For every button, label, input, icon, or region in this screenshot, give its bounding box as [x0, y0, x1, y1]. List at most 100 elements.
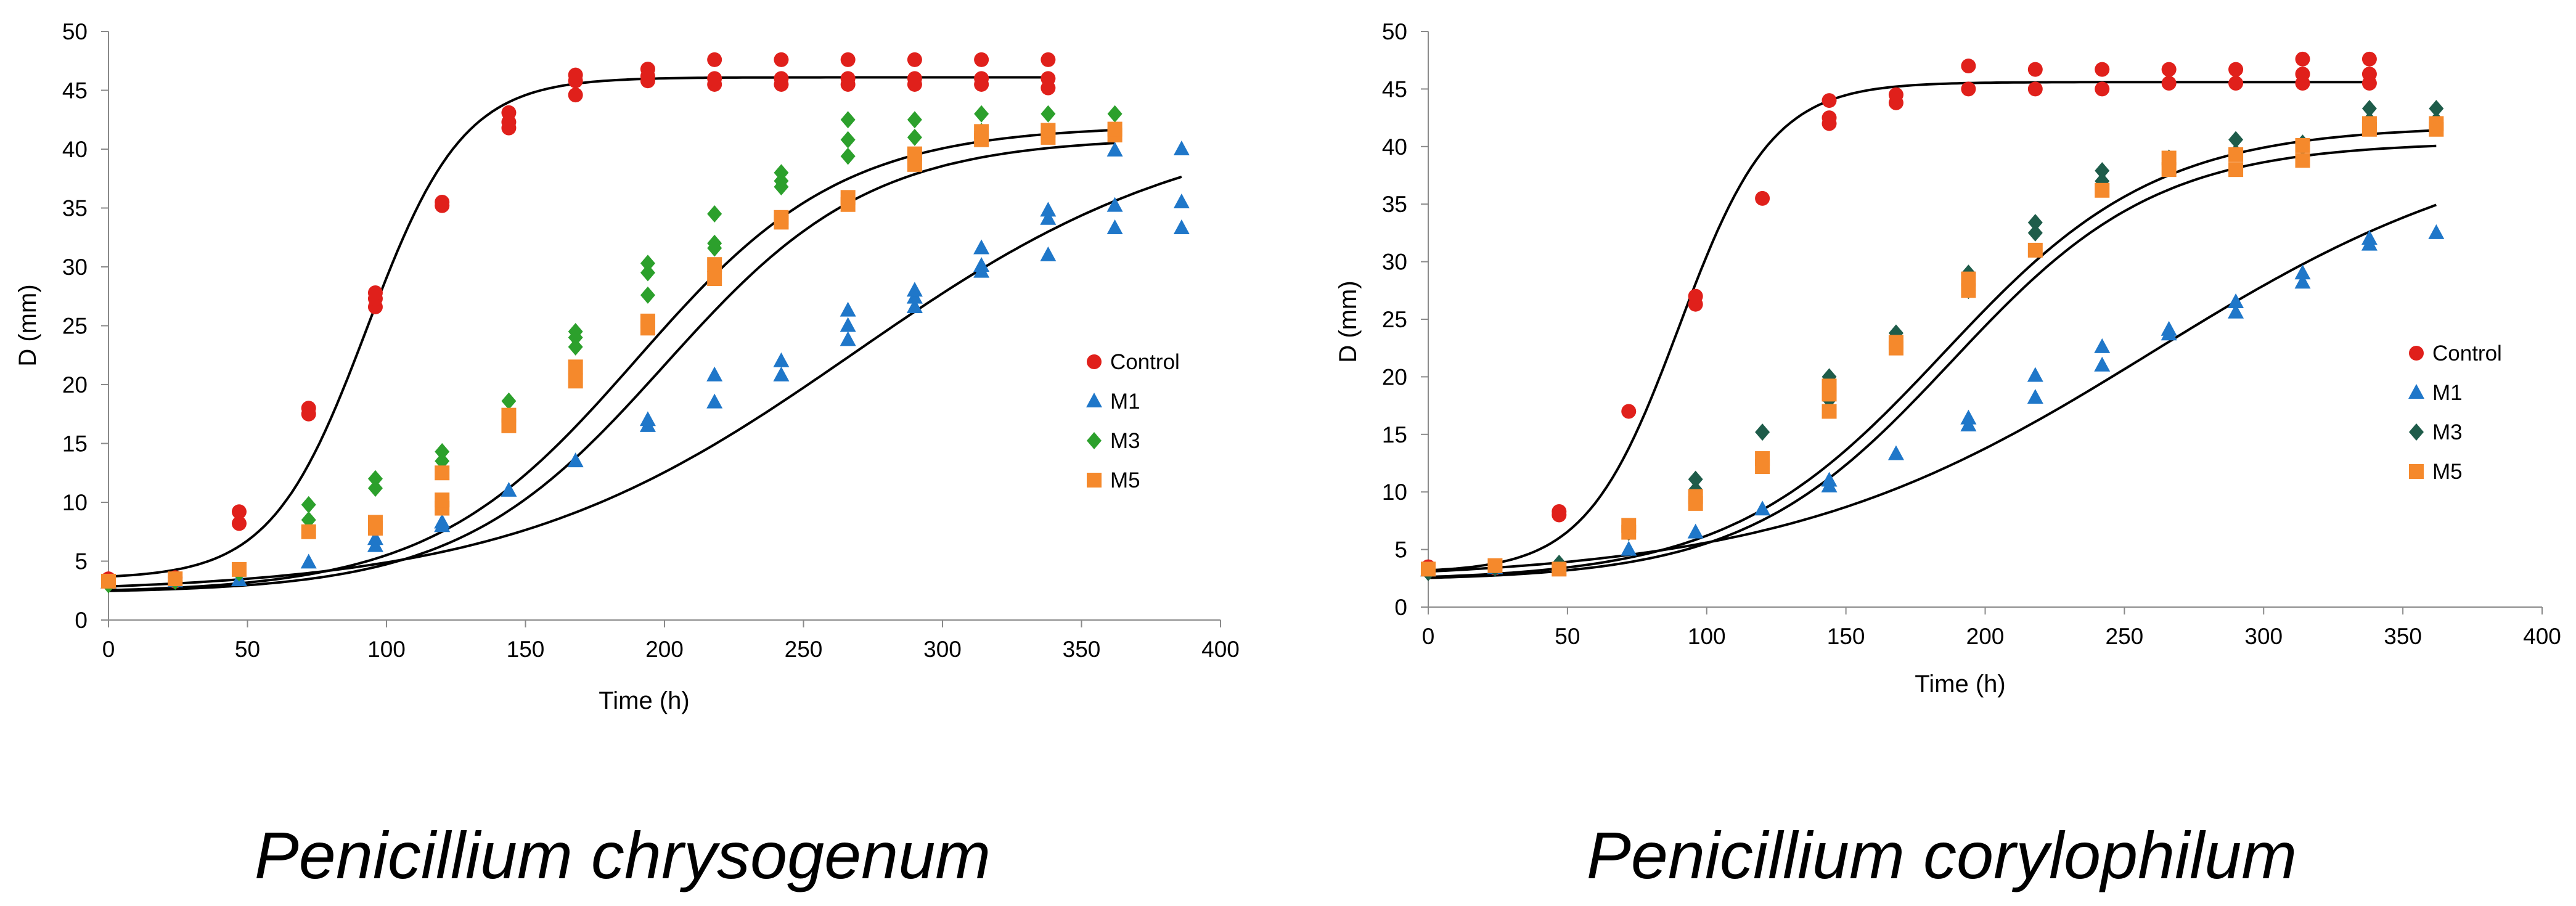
legend-label-control: Control [2432, 341, 2502, 365]
data-point-control [231, 516, 247, 531]
data-point-m3 [2361, 100, 2377, 118]
legend-marker-m3 [1087, 432, 1102, 449]
data-point-m3 [840, 147, 856, 165]
data-point-control [2228, 62, 2244, 77]
data-point-control [1552, 504, 1567, 519]
data-point-m5 [168, 571, 183, 587]
data-point-control [1621, 404, 1637, 419]
data-point-m3 [1041, 105, 1056, 123]
data-point-control [840, 52, 856, 67]
data-point-m3 [640, 255, 655, 272]
data-point-control [2361, 51, 2377, 67]
y-axis-label: D (mm) [14, 284, 41, 366]
data-point-m5 [774, 210, 789, 225]
data-point-m5 [367, 515, 383, 530]
x-tick-label: 0 [1422, 624, 1435, 649]
legend-marker-m1 [1086, 393, 1102, 407]
data-point-m3 [640, 264, 655, 282]
legend-label-m5: M5 [2432, 460, 2463, 484]
data-point-control [774, 52, 789, 67]
legend-label-m5: M5 [1110, 468, 1140, 492]
fit-curve-control [1428, 81, 2375, 572]
y-tick-label: 45 [1382, 76, 1407, 102]
data-point-m1 [1687, 523, 1704, 539]
x-tick-label: 350 [1063, 637, 1101, 662]
data-point-m5 [501, 407, 517, 423]
data-point-m1 [840, 317, 856, 332]
data-point-m5 [2095, 182, 2110, 198]
x-tick-label: 400 [1201, 637, 1240, 662]
x-tick-label: 300 [2244, 624, 2283, 649]
y-tick-label: 25 [1382, 307, 1407, 332]
data-point-control [907, 52, 922, 67]
data-point-control [301, 401, 316, 416]
y-tick-label: 5 [75, 549, 88, 574]
data-point-m3 [840, 111, 856, 129]
y-tick-label: 50 [1382, 19, 1407, 44]
data-point-m3 [1755, 423, 1770, 441]
y-tick-label: 25 [62, 314, 88, 339]
y-tick-label: 40 [62, 137, 88, 162]
data-point-m5 [231, 561, 247, 577]
data-point-m1 [2027, 367, 2043, 382]
data-point-m3 [2228, 131, 2244, 149]
legend-label-m1: M1 [1110, 390, 1140, 414]
data-point-m1 [2428, 224, 2445, 239]
data-point-m1 [567, 452, 584, 468]
data-point-control [774, 71, 789, 86]
data-point-m3 [301, 496, 316, 513]
data-point-m5 [1421, 561, 1436, 577]
data-point-control [2228, 76, 2244, 91]
y-tick-label: 20 [62, 372, 88, 398]
y-tick-label: 45 [62, 78, 88, 104]
data-point-m1 [367, 530, 383, 545]
x-tick-label: 150 [1827, 624, 1865, 649]
data-point-control [1961, 59, 1976, 74]
data-point-m3 [568, 323, 583, 341]
data-point-m3 [974, 105, 989, 123]
x-axis-label: Time (h) [1915, 671, 2005, 698]
data-point-m5 [435, 492, 450, 508]
data-point-control [707, 71, 722, 86]
data-point-m3 [2095, 162, 2110, 180]
data-point-m3 [367, 470, 383, 488]
data-point-m1 [1821, 471, 1838, 487]
data-point-m5 [568, 373, 583, 389]
x-tick-label: 350 [2384, 624, 2422, 649]
data-point-control [1888, 87, 1903, 102]
data-point-m3 [435, 452, 450, 470]
fit-curve-m3 [108, 129, 1115, 592]
y-tick-label: 0 [1394, 595, 1407, 620]
data-point-m1 [1887, 445, 1904, 460]
data-point-m5 [568, 359, 583, 375]
x-tick-label: 250 [785, 637, 823, 662]
y-axis-label: D (mm) [1335, 280, 1362, 362]
data-point-control [568, 67, 583, 83]
data-point-m5 [301, 524, 316, 539]
data-point-m5 [1755, 451, 1770, 467]
y-tick-label: 30 [62, 255, 88, 280]
x-tick-label: 50 [1555, 624, 1580, 649]
data-point-control [2161, 62, 2177, 77]
y-tick-label: 30 [1382, 250, 1407, 275]
data-point-m1 [2094, 356, 2111, 372]
data-point-control [435, 194, 450, 210]
data-point-m3 [707, 234, 722, 252]
data-point-m1 [1040, 246, 1057, 261]
data-point-m1 [773, 366, 790, 382]
data-point-m1 [1621, 541, 1637, 556]
legend-marker-m1 [2408, 384, 2424, 399]
fit-curve-m1 [1428, 203, 2437, 573]
data-point-m5 [2429, 116, 2444, 131]
fit-curve-m3 [1428, 129, 2437, 579]
data-point-m3 [774, 164, 789, 182]
data-point-m3 [840, 131, 856, 149]
y-tick-label: 10 [62, 490, 88, 515]
data-point-m1 [1106, 219, 1123, 234]
data-point-m5 [2161, 150, 2177, 166]
data-point-control [2027, 62, 2043, 77]
data-point-m1 [1173, 219, 1190, 234]
data-point-m1 [2094, 338, 2111, 353]
data-point-m3 [1688, 470, 1703, 488]
data-point-m5 [1822, 378, 1837, 394]
